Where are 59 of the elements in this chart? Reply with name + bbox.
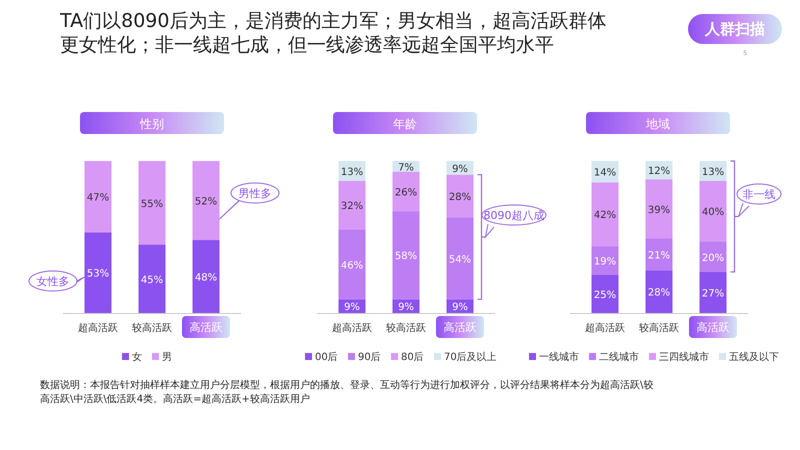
data-label: 46%: [340, 260, 364, 272]
data-label: 42%: [594, 210, 616, 222]
annotation: 男性多: [238, 187, 272, 200]
data-label: 13%: [702, 166, 724, 178]
data-label: 55%: [140, 198, 164, 210]
data-label: 9%: [344, 302, 360, 314]
data-label: 7%: [398, 162, 414, 174]
legend-label: 二线城市: [599, 351, 639, 363]
data-label: 40%: [702, 207, 724, 218]
data-label: 54%: [448, 254, 472, 266]
x-tick-label: 较高活跃: [132, 322, 172, 334]
x-tick-label: 高活跃: [696, 321, 730, 334]
data-label: 32%: [340, 201, 364, 212]
data-label: 53%: [86, 268, 110, 280]
annotation: 非一线: [742, 188, 776, 201]
x-tick-label: 较高活跃: [639, 322, 679, 334]
data-label: 25%: [594, 290, 616, 301]
data-label: 13%: [340, 166, 364, 178]
data-label: 21%: [648, 250, 670, 262]
data-label: 58%: [394, 251, 418, 262]
data-label: 47%: [86, 192, 110, 204]
legend-label: 00后: [315, 351, 338, 363]
legend-label: 五线及以下: [729, 351, 779, 363]
data-label: 20%: [702, 252, 724, 264]
data-label: 39%: [648, 204, 670, 216]
chart-title: 年龄: [393, 117, 417, 131]
x-tick-label: 超高活跃: [585, 322, 625, 334]
x-tick-label: 高活跃: [190, 321, 222, 334]
legend-label: 80后: [401, 351, 424, 363]
data-label: 28%: [448, 192, 472, 203]
legend-label: 90后: [358, 351, 381, 363]
chart-title: 地域: [645, 117, 670, 131]
x-tick-label: 高活跃: [444, 321, 476, 334]
data-label: 14%: [594, 168, 616, 179]
annotation: 女性多: [36, 275, 70, 288]
data-label: 9%: [452, 302, 468, 314]
legend-label: 70后及以上: [444, 351, 497, 363]
text: TA们以8090后为主，是消费的主力军；男女相当，超高活跃群体更女性化；非一线超七成，但一线渗透率远超全国平均水平: [59, 10, 606, 56]
data-label: 28%: [648, 288, 670, 299]
data-label: 12%: [648, 166, 670, 178]
data-label: 9%: [398, 302, 414, 314]
legend-label: 女: [132, 351, 142, 363]
text: 人群扫描: [704, 20, 765, 38]
text: 数据说明：本报告针对抽样样本建立用户分层模型，根据用户的播放、登录、互动等行为进行加权评分，以评分结果将样本分为超高活跃\较高活跃\中活跃\低活跃4类。高活跃=超高活跃+较高活跃用户: [40, 379, 654, 405]
data-label: 27%: [702, 288, 724, 300]
x-tick-label: 较高活跃: [386, 322, 426, 334]
data-label: 26%: [394, 187, 418, 198]
data-label: 45%: [140, 274, 164, 286]
data-label: 48%: [194, 272, 218, 284]
x-tick-label: 超高活跃: [332, 322, 372, 334]
data-label: 52%: [194, 196, 218, 208]
legend-label: 男: [162, 352, 172, 363]
legend-label: 一线城市: [539, 351, 579, 363]
legend-label: 三四线城市: [659, 351, 709, 363]
annotation: 8090超八成: [484, 209, 544, 222]
data-label: 19%: [594, 256, 616, 268]
data-label: 9%: [452, 164, 468, 175]
chart-title: 性别: [139, 117, 164, 131]
x-tick-label: 超高活跃: [78, 322, 118, 334]
